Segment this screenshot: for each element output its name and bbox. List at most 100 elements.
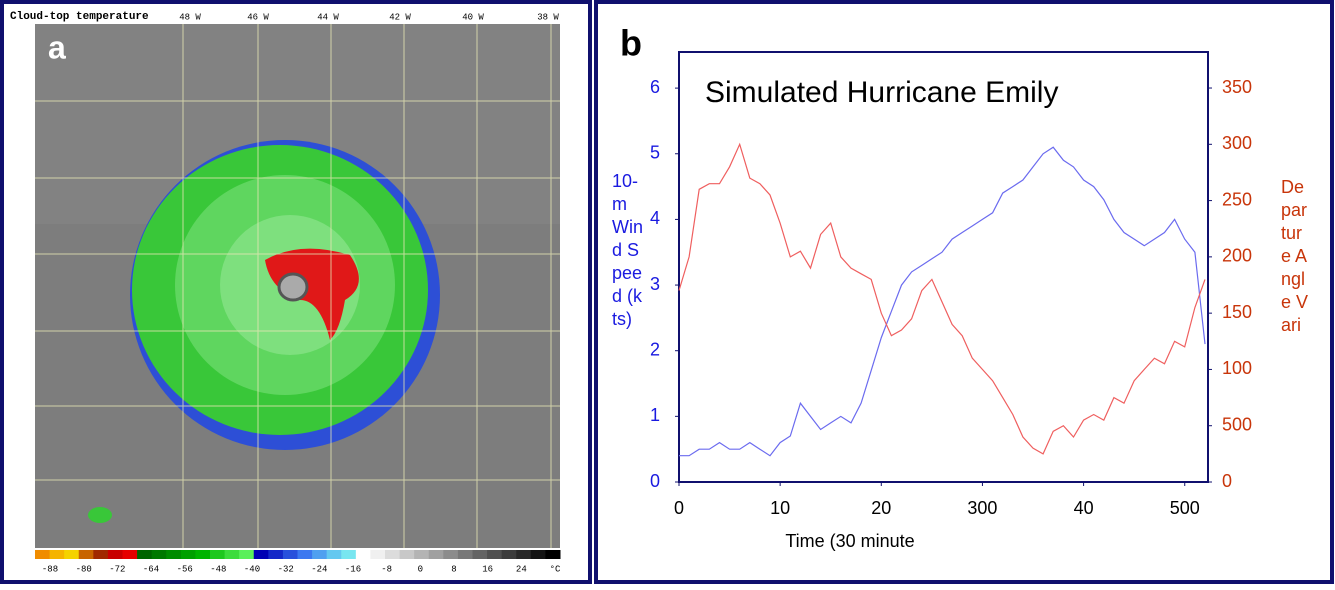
x-tick-label: 500: [1170, 498, 1200, 518]
series-line: [678, 142, 1206, 455]
colorbar-label: 24: [516, 564, 527, 574]
colorbar-cell: [195, 550, 211, 559]
colorbar-cell: [180, 550, 196, 559]
colorbar-label: 0: [418, 564, 423, 574]
lat-label: 12 N: [565, 326, 587, 336]
colorbar-cell: [107, 550, 123, 559]
panel-label: b: [620, 23, 642, 64]
colorbar-label: -48: [210, 564, 226, 574]
colorbar-cell: [457, 550, 473, 559]
y2-tick-label: 300: [1222, 133, 1252, 153]
satellite-image: [35, 24, 560, 548]
y-tick-label: 4: [650, 208, 660, 228]
y-axis-label: 10-m Wind Speed (kts): [612, 171, 643, 329]
colorbar-cell: [297, 550, 313, 559]
panel-b-frame: [594, 0, 1334, 584]
y-axis-label-box: 10-m Wind Speed (kts): [612, 171, 643, 329]
colorbar-cell: [501, 550, 517, 559]
lat-label: 10 N: [565, 401, 587, 411]
colorbar-label: -88: [42, 564, 58, 574]
colorbar-cell: [487, 550, 503, 559]
y-tick-label: 2: [650, 339, 660, 359]
colorbar-cell: [516, 550, 532, 559]
y-tick-label: 0: [650, 471, 660, 491]
colorbar-cell: [122, 550, 138, 559]
x-tick-label: 300: [967, 498, 997, 518]
colorbar-cell: [282, 550, 298, 559]
colorbar-cell: [341, 550, 357, 559]
colorbar-cell: [414, 550, 430, 559]
y2-tick-label: 0: [1222, 471, 1232, 491]
colorbar-cell: [78, 550, 94, 559]
colorbar-cell: [385, 550, 401, 559]
colorbar-cell: [268, 550, 284, 559]
colorbar-cell: [545, 550, 561, 559]
colorbar-cell: [428, 550, 444, 559]
colorbar-label: -80: [76, 564, 92, 574]
colorbar-cell: [472, 550, 488, 559]
y-tick-label: 1: [650, 405, 660, 425]
lon-label: 44 W: [317, 12, 339, 22]
y2-tick-label: 100: [1222, 358, 1252, 378]
x-tick-label: 10: [770, 498, 790, 518]
x-tick-label: 0: [674, 498, 684, 518]
colorbar-cell: [326, 550, 342, 559]
colorbar-cell: [151, 550, 167, 559]
lat-label: 16 N: [565, 173, 587, 183]
colorbar-cell: [370, 550, 386, 559]
colorbar-label: -64: [143, 564, 159, 574]
chart-title: Simulated Hurricane Emily: [705, 76, 1058, 109]
y-tick-label: 6: [650, 77, 660, 97]
colorbar-cell: [137, 550, 153, 559]
y2-axis-label-box: Departure Angle Vari: [1281, 177, 1309, 335]
y-tick-label: 3: [650, 274, 660, 294]
colorbar-label: -8: [381, 564, 392, 574]
y2-tick-label: 350: [1222, 77, 1252, 97]
colorbar-cell: [49, 550, 65, 559]
colorbar-cell: [166, 550, 182, 559]
colorbar: [35, 550, 561, 559]
colorbar-label: 16: [482, 564, 493, 574]
lat-label: 8 N: [565, 475, 581, 485]
lat-label: 18 N: [565, 96, 587, 106]
colorbar-cell: [210, 550, 226, 559]
plot-frame: [678, 51, 1209, 483]
colorbar-label: -56: [177, 564, 193, 574]
y2-tick-label: 250: [1222, 189, 1252, 209]
colorbar-label: -16: [345, 564, 361, 574]
y2-axis-label: Departure Angle Vari: [1281, 177, 1309, 335]
lon-label: 42 W: [389, 12, 411, 22]
colorbar-cell: [530, 550, 546, 559]
colorbar-cell: [224, 550, 240, 559]
y2-tick-label: 200: [1222, 246, 1252, 266]
colorbar-label: -72: [109, 564, 125, 574]
colorbar-cell: [312, 550, 328, 559]
x-tick-label: 20: [871, 498, 891, 518]
y2-tick-label: 500: [1222, 414, 1252, 434]
lon-label: 38 W: [537, 12, 559, 22]
x-tick-label: 40: [1074, 498, 1094, 518]
lat-label: 14 N: [565, 249, 587, 259]
colorbar-cell: [253, 550, 269, 559]
colorbar-label: 8: [451, 564, 456, 574]
colorbar-cell: [93, 550, 109, 559]
panel-a-title: Cloud-top temperature: [10, 11, 149, 23]
colorbar-cell: [355, 550, 371, 559]
x-axis-label: Time (30 minute: [785, 531, 914, 551]
colorbar-label: °C: [550, 564, 561, 574]
colorbar-label: -40: [244, 564, 260, 574]
lon-label: 48 W: [179, 12, 201, 22]
y2-tick-label: 150: [1222, 302, 1252, 322]
colorbar-cell: [239, 550, 255, 559]
y-tick-label: 5: [650, 143, 660, 163]
colorbar-cell: [443, 550, 459, 559]
colorbar-cell: [64, 550, 80, 559]
colorbar-label: -24: [311, 564, 327, 574]
panel-label: a: [48, 29, 66, 65]
lon-label: 40 W: [462, 12, 484, 22]
colorbar-cell: [399, 550, 415, 559]
colorbar-label: -32: [278, 564, 294, 574]
colorbar-cell: [35, 550, 51, 559]
